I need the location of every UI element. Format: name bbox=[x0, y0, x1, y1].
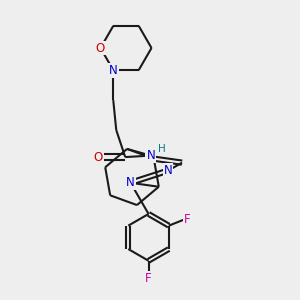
Text: N: N bbox=[109, 64, 118, 76]
Text: N: N bbox=[126, 176, 135, 189]
Text: O: O bbox=[96, 41, 105, 55]
Text: F: F bbox=[184, 213, 190, 226]
Text: N: N bbox=[164, 164, 172, 177]
Text: H: H bbox=[158, 144, 166, 154]
Text: O: O bbox=[94, 151, 103, 164]
Text: N: N bbox=[146, 149, 155, 162]
Text: F: F bbox=[145, 272, 152, 285]
